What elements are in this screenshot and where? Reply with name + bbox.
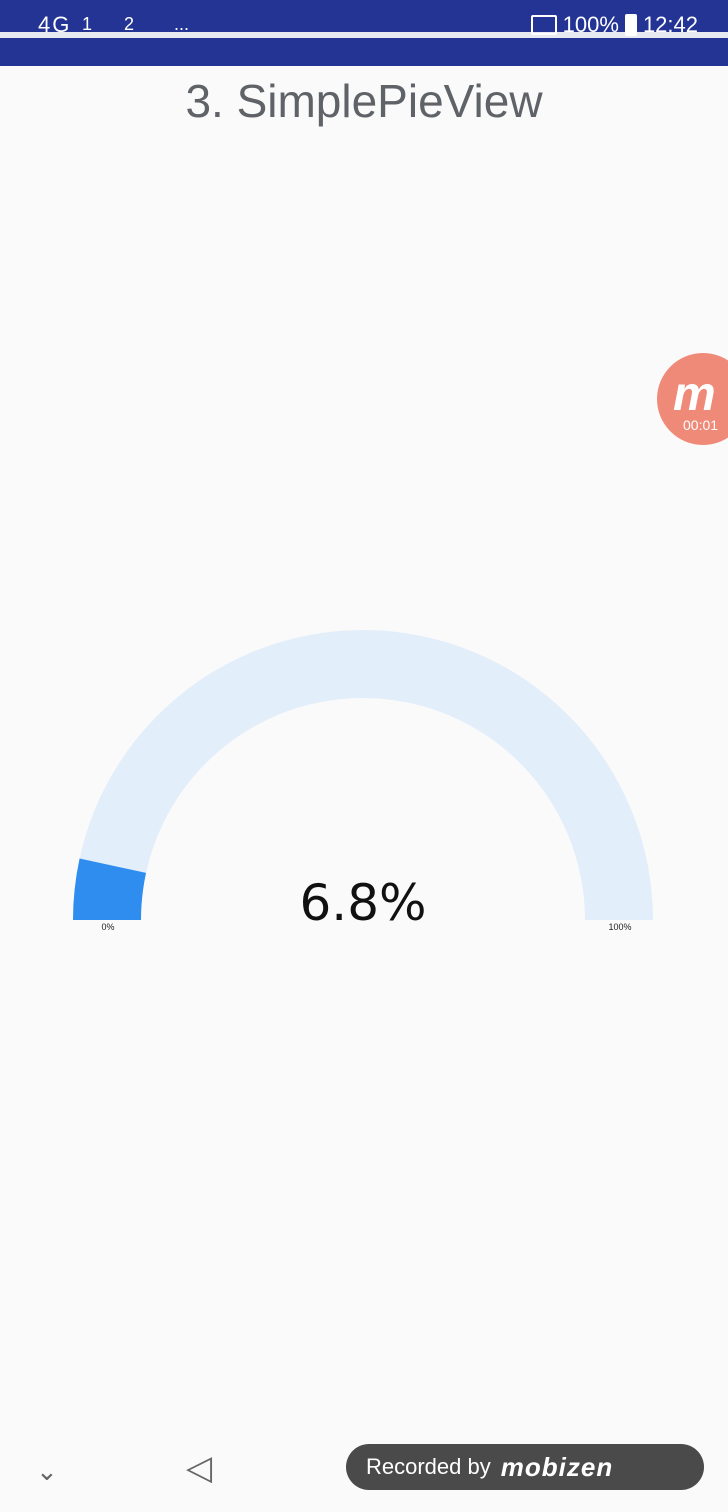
navigation-bar: ⌄ ◁: [0, 1420, 728, 1512]
record-timer: 00:01: [683, 417, 719, 433]
battery-icon: [624, 14, 637, 36]
sim1-badge: 1: [82, 14, 93, 34]
page-title: 3. SimplePieView: [185, 75, 543, 127]
notification-dots: ...: [174, 14, 190, 34]
mobizen-logo-icon: m: [673, 368, 716, 421]
gauge-max-label: 100%: [608, 922, 631, 932]
cast-icon: [530, 15, 557, 35]
mobizen-record-bubble[interactable]: m 00:01: [657, 353, 728, 445]
gauge-min-label: 0%: [101, 922, 114, 932]
status-bar-divider: [0, 32, 728, 38]
status-bar: 4G 1 2 ... 100% 12:42: [0, 0, 728, 66]
gauge-fill: [73, 858, 147, 920]
gauge-value-label: 6.8%: [299, 874, 426, 932]
recorded-by-label: Recorded by: [366, 1454, 491, 1479]
sim2-badge: 2: [124, 14, 135, 34]
clock: 12:42: [642, 12, 698, 37]
battery-level: 100%: [562, 12, 619, 37]
mobizen-brand: mobizen: [500, 1451, 614, 1482]
network-type: 4G: [38, 12, 72, 37]
simple-pie-gauge: 6.8% 0% 100%: [73, 630, 653, 932]
recording-watermark: Recorded by mobizen: [346, 1444, 704, 1490]
back-triangle-icon[interactable]: ◁: [186, 1449, 213, 1487]
chevron-down-icon[interactable]: ⌄: [36, 1456, 58, 1486]
gauge-track: [73, 630, 653, 920]
